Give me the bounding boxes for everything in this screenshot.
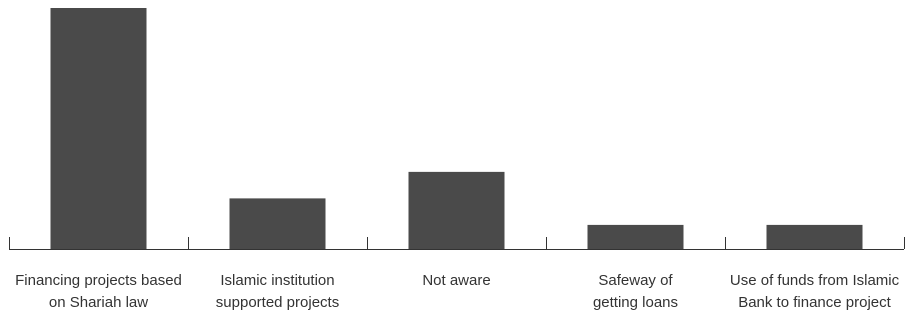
category-label-4: Safeway of getting loans	[592, 272, 679, 311]
category-label-3: Not aware	[422, 272, 491, 289]
bar-1	[50, 8, 147, 249]
bar-5	[766, 224, 863, 249]
category-label-2: Islamic institution supported projects	[215, 272, 340, 311]
bar-4	[587, 224, 684, 249]
bars-group	[50, 8, 863, 249]
category-label-1: Financing projects based on Shariah law	[15, 272, 182, 311]
bar-2	[229, 198, 326, 249]
bar-3	[408, 171, 505, 249]
category-label-5: Use of funds from Islamic Bank to financ…	[729, 272, 900, 311]
